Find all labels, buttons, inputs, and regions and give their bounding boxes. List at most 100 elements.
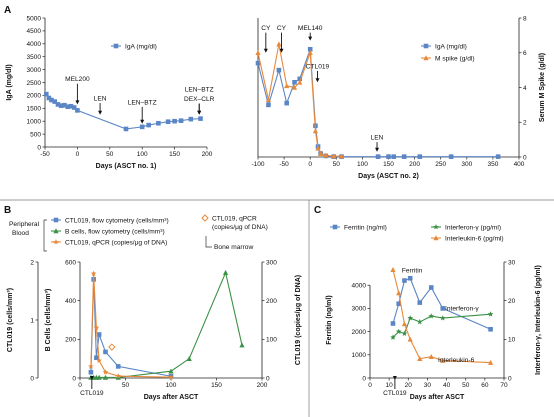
- c-y-left-tick-label: 0: [362, 375, 366, 382]
- data-point-iga-mg-dl-0: [55, 102, 61, 107]
- a2-x-tick-label: 250: [435, 161, 446, 168]
- c-legend-il6-swatch-marker: [433, 235, 439, 241]
- chart-c-cytokines: 0 10 20 30 40 50 60 70010002000300040000102030F…: [326, 224, 542, 401]
- a2-annotation: LEN: [371, 135, 384, 142]
- b-x-tick-label: 200: [257, 382, 268, 389]
- a2-annotation: CY: [261, 25, 271, 32]
- b-y-right-axis-title: CTL019 (copies/μg of DNA): [295, 275, 302, 365]
- a2-x-tick-label: -100: [251, 161, 264, 168]
- data-point-interferon-pg-ml-1: [487, 311, 494, 317]
- a1-y-tick-label: 1500: [27, 106, 42, 113]
- data-point-m-spike-g-dl-1: [297, 79, 303, 85]
- data-point-iga-mg-dl-0: [401, 154, 407, 159]
- data-point-ctl019-qpcr-copies-g-of-dna-2: [90, 270, 97, 277]
- data-point-ctl019-qpcr-copies-g-of-dna-2: [115, 373, 122, 379]
- b-legend-item-1-swatch-marker: [53, 228, 59, 234]
- b-y-inner-tick-label: 200: [65, 337, 76, 344]
- c-y-left-axis-title: Ferritin (ng/ml): [326, 295, 333, 344]
- a2-legend-mspike-swatch-marker: [423, 55, 429, 61]
- series-line-iga-mg-dl-0: [45, 93, 201, 130]
- a2-x-axis-title: Days (ASCT no. 2): [358, 173, 419, 180]
- series-line-ctl019-flow-cytometry-cells-mm-0: [90, 279, 172, 377]
- a1-annotation: DEX–CLR: [184, 96, 215, 103]
- data-point-interleukin-6-pg-ml-2: [390, 267, 396, 273]
- data-point-ctl019-qpcr-copies-g-of-dna-2: [168, 374, 174, 380]
- data-point-interferon-pg-ml-1: [401, 330, 408, 336]
- data-point-m-spike-g-dl-1: [307, 50, 313, 56]
- data-point-iga-mg-dl-0: [68, 103, 74, 109]
- b-annotation-arrow-head: [89, 376, 94, 380]
- data-point-m-spike-g-dl-1: [255, 50, 261, 56]
- data-point-iga-mg-dl-0: [58, 103, 64, 109]
- a2-x-tick-label: 200: [409, 161, 420, 168]
- a2-annotation-arrow-head: [308, 36, 313, 41]
- data-point-iga-mg-dl-0: [123, 126, 129, 132]
- b-legend-item-2-swatch-marker: [53, 239, 59, 245]
- a2-y-right-tick-label: 2: [523, 120, 527, 127]
- a2-x-tick-label: -50: [279, 161, 289, 168]
- a1-y-tick-label: 2000: [27, 93, 42, 100]
- a1-x-tick-label: 0: [76, 151, 80, 158]
- b-y-left-tick-label: 0: [30, 375, 34, 382]
- data-point-m-spike-g-dl-1: [318, 150, 324, 156]
- a1-legend-iga-text: IgA (mg/dl): [125, 43, 157, 50]
- data-point-iga-mg-dl-0: [417, 154, 423, 159]
- data-point-interleukin-6-pg-ml-2: [428, 354, 434, 360]
- b-x-axis-title: Days after ASCT: [144, 394, 199, 401]
- b-x-tick-label: 100: [166, 382, 177, 389]
- c-x-tick-label: 60: [481, 382, 489, 389]
- data-point-interleukin-6-pg-ml-2: [417, 355, 423, 361]
- c-legend-ferritin-swatch-marker: [332, 224, 338, 230]
- data-point-ferritin-ng-ml-0: [488, 326, 493, 332]
- data-point-iga-mg-dl-0: [375, 154, 381, 159]
- a1-annotation-arrow-head: [75, 100, 80, 105]
- panel-label-a: A: [4, 5, 11, 16]
- data-point-b-cells-flow-cytometry-cells-mm-1: [102, 374, 109, 380]
- c-y-left-tick-label: 1000: [352, 352, 367, 359]
- a2-x-tick-label: 100: [357, 161, 368, 168]
- a2-x-tick-label: 400: [514, 161, 525, 168]
- data-point-iga-mg-dl-0: [146, 122, 151, 128]
- data-point-iga-mg-dl-0: [71, 105, 77, 110]
- a2-annotation-arrow-head: [375, 147, 380, 152]
- a1-annotation: MEL200: [65, 76, 90, 83]
- data-point-interleukin-6-pg-ml-2: [396, 290, 402, 296]
- a2-x-tick-label: 50: [333, 161, 341, 168]
- data-point-ferritin-ng-ml-0: [402, 278, 407, 283]
- b-legend-bm-text-1: CTL019, qPCR: [212, 216, 257, 223]
- series-line-ctl019-qpcr-copies-g-of-dna-2: [90, 273, 172, 378]
- a2-legend-mspike-text: M spike (g/dl): [435, 55, 475, 62]
- data-point-ferritin-ng-ml-0: [407, 275, 413, 281]
- b-y-inner-tick-label: 0: [72, 375, 76, 382]
- data-point-iga-mg-dl-0: [65, 104, 70, 110]
- b-legend-title-2: Blood: [12, 230, 29, 237]
- data-point-ferritin-ng-ml-0: [428, 285, 434, 290]
- a2-annotation-arrow-head: [279, 48, 284, 53]
- a2-x-tick-label: 0: [308, 161, 312, 168]
- b-legend-bm-text-2: (copies/μg of DNA): [212, 224, 268, 231]
- b-annotation: CTL019: [80, 390, 104, 397]
- c-legend-ifng-swatch-marker: [433, 224, 439, 230]
- a2-y-right-tick-label: 8: [523, 15, 527, 22]
- data-point-b-cells-flow-cytometry-cells-mm-1: [223, 269, 229, 275]
- a1-y-tick-label: 2500: [27, 80, 42, 87]
- data-point-interleukin-6-pg-ml-2: [401, 321, 408, 327]
- c-legend-ifng-text: Interferon-γ (pg/ml): [445, 224, 501, 231]
- c-annotation-ifng: Interferon-γ: [445, 306, 479, 313]
- c-x-tick-label: 70: [500, 382, 508, 389]
- a2-y-right-tick-label: 0: [523, 154, 527, 161]
- a2-x-tick-label: 300: [461, 161, 472, 168]
- panel-label-b: B: [4, 205, 11, 216]
- data-point-m-spike-g-dl-1: [312, 128, 319, 134]
- b-y-right-tick-label: 0: [266, 375, 270, 382]
- a1-x-axis-title: Days (ASCT no. 1): [96, 163, 157, 170]
- series-line-m-spike-g-dl-1: [257, 43, 342, 157]
- chart-a-asct1: -50 0 50 100 150 2000500100015002000250030003…: [6, 15, 215, 170]
- data-point-b-cells-flow-cytometry-cells-mm-1: [96, 374, 102, 380]
- b-x-tick-label: 50: [122, 382, 130, 389]
- b-y-inner-tick-label: 600: [65, 259, 76, 266]
- b-legend-title: Peripheral: [9, 221, 40, 228]
- data-point-ctl019-flow-cytometry-cells-mm-0: [115, 364, 121, 369]
- data-point-ctl019-qpcr-copies-g-of-dna-2: [93, 324, 100, 331]
